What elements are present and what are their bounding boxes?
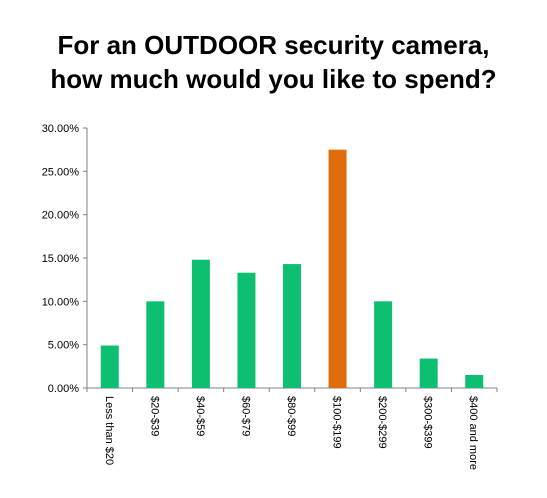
x-tick-label: $100-$199: [331, 396, 343, 449]
y-tick-label: 30.00%: [42, 123, 80, 135]
bar: [237, 272, 256, 388]
x-tick-label: $40-$59: [194, 396, 206, 436]
bar: [191, 259, 210, 388]
x-tick-label: Less than $20: [103, 396, 115, 465]
x-tick-label: $80-$99: [285, 396, 297, 436]
y-tick-label: 0.00%: [48, 383, 79, 395]
x-tick-label: $400 and more: [467, 396, 479, 470]
chart-title-line-1: For an OUTDOOR security camera,: [57, 30, 490, 60]
y-tick-label: 10.00%: [42, 296, 80, 308]
x-tick-label: $20-$39: [148, 396, 160, 436]
bar: [328, 149, 347, 388]
y-tick-label: 20.00%: [42, 210, 80, 222]
chart-title-line-2: how much would you like to spend?: [50, 64, 497, 94]
bar: [100, 345, 119, 388]
bar: [419, 358, 438, 388]
y-tick-label: 25.00%: [42, 166, 80, 178]
x-tick-label: $60-$79: [239, 396, 251, 436]
bar: [374, 301, 393, 388]
x-tick-label: $200-$299: [376, 396, 388, 449]
y-tick-label: 5.00%: [48, 340, 79, 352]
bar: [283, 264, 301, 388]
bar: [465, 375, 484, 388]
chart-title: For an OUTDOOR security camera, how much…: [0, 28, 547, 96]
y-tick-label: 15.00%: [42, 253, 80, 265]
bar: [146, 301, 165, 388]
x-tick-label: $300-$399: [422, 396, 434, 449]
